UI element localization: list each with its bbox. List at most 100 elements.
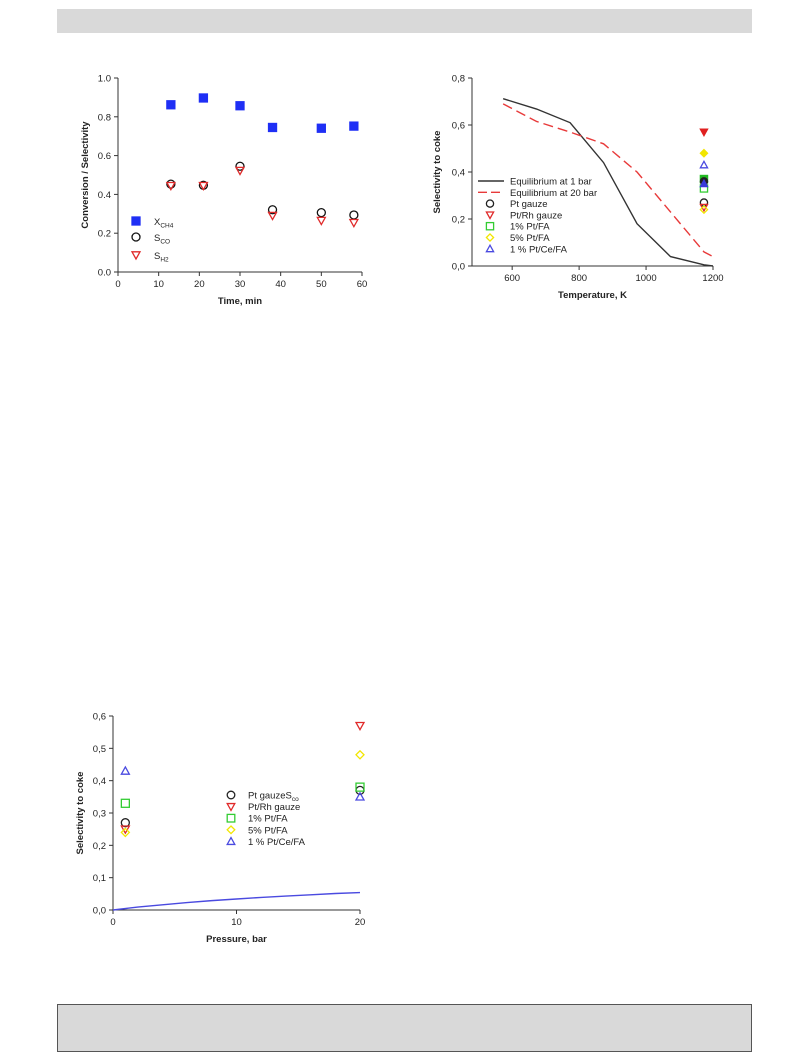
y-tick-label: 0,4: [452, 168, 465, 179]
data-point: [316, 123, 326, 133]
model-curve: [112, 891, 361, 911]
y-tick-label: 0,5: [93, 744, 106, 755]
y-tick-label: 0,6: [452, 121, 465, 132]
y-tick-label: 0.4: [98, 190, 111, 201]
y-tick-label: 0,3: [93, 809, 106, 820]
x-tick-label: 20: [194, 279, 205, 290]
chart-1: 0 10 20 30 40 50 60 0.0 0.2 0.4 0.6 0.8 1.0 Time, min…: [80, 74, 367, 308]
legend-marker: [226, 825, 236, 835]
data-point: [699, 148, 709, 158]
legend-label: SH2: [154, 251, 169, 264]
x-axis-title: Pressure, bar: [206, 934, 267, 945]
data-point: [316, 207, 326, 218]
y-tick-label: 0.2: [98, 229, 111, 240]
legend-label: 1 % Pt/Ce/FA: [510, 244, 568, 255]
x-axis-title: Time, min: [218, 296, 262, 307]
y-axis-title: Conversion / Selectivity: [80, 121, 91, 229]
legend-label: Equilibrium at 20 bar: [510, 188, 597, 199]
data-point: [349, 121, 359, 131]
y-axis-title: Selectivity to coke: [75, 772, 86, 855]
y-axis-title: Selectivity to coke: [432, 131, 443, 214]
legend-marker: [485, 243, 495, 253]
legend-label-subscript: co: [292, 796, 299, 803]
legend-label-subscript: CH4: [160, 223, 173, 230]
data-point: [354, 721, 366, 732]
x-tick-label: 10: [231, 917, 242, 928]
legend-marker: [485, 221, 495, 231]
legend-label: 1% Pt/FA: [248, 814, 288, 825]
y-tick-label: 0.8: [98, 112, 111, 123]
data-point: [120, 818, 130, 828]
data-point: [267, 205, 278, 215]
data-point: [348, 218, 359, 229]
legend-marker: [226, 802, 236, 812]
legend-marker: [226, 836, 236, 846]
x-tick-label: 60: [357, 279, 368, 290]
legend-label: Equilibrium at 1 bar: [510, 177, 592, 188]
x-tick-label: 0: [115, 279, 120, 290]
x-axis-title: Temperature, K: [558, 290, 627, 301]
legend-marker: [485, 199, 495, 208]
data-point: [120, 798, 130, 808]
y-tick-label: 0,1: [93, 873, 106, 884]
y-tick-label: 0,2: [452, 215, 465, 226]
legend-label: 5% Pt/FA: [510, 233, 550, 244]
legend-marker: [485, 232, 495, 243]
x-tick-label: 0: [110, 917, 115, 928]
data-point: [120, 765, 131, 775]
y-tick-label: 0,4: [93, 776, 106, 787]
data-point: [355, 782, 365, 792]
x-tick-label: 600: [504, 273, 520, 284]
data-point: [198, 93, 209, 103]
series-line: [502, 103, 714, 258]
x-tick-label: 30: [235, 279, 246, 290]
legend-marker: [485, 211, 495, 220]
legend-label-suffix: S: [286, 791, 292, 802]
x-tick-label: 1200: [702, 273, 723, 284]
data-point: [234, 166, 246, 176]
y-tick-label: 0,0: [93, 906, 106, 917]
legend-marker: [131, 216, 141, 226]
y-tick-label: 1.0: [98, 74, 111, 85]
data-point: [267, 122, 278, 133]
legend-label: 1 % Pt/Ce/FA: [248, 837, 306, 848]
legend-label-subscript: H2: [160, 257, 169, 264]
legend-label: SCO: [154, 233, 170, 246]
legend-label: 1% Pt/FA: [510, 222, 550, 233]
y-tick-label: 0,6: [93, 712, 106, 723]
legend-label: Pt gauzeSco: [248, 791, 299, 804]
data-point: [355, 749, 365, 760]
legend-marker: [226, 813, 236, 823]
x-tick-label: 20: [355, 917, 366, 928]
legend-marker: [131, 232, 141, 242]
x-tick-label: 40: [275, 279, 286, 290]
header-band: [57, 9, 752, 33]
y-tick-label: 0,2: [93, 841, 106, 852]
x-tick-label: 800: [571, 273, 587, 284]
legend-label: Pt gauze: [510, 199, 548, 210]
legend-marker: [226, 790, 236, 800]
y-tick-label: 0.6: [98, 151, 111, 162]
data-point: [198, 181, 209, 192]
x-tick-label: 10: [153, 279, 164, 290]
data-point: [354, 791, 366, 801]
series-line: [502, 98, 714, 267]
data-point: [316, 216, 327, 226]
y-tick-label: 0,8: [452, 74, 465, 85]
data-point: [166, 179, 176, 189]
legend-label-subscript: CO: [160, 239, 170, 246]
chart-2: 600 800 1000 1200 0,0 0,2 0,4 0,6 0,8 Temperature…: [432, 74, 724, 302]
legend-label: Pt/Rh gauze: [510, 210, 562, 221]
legend-label: 5% Pt/FA: [248, 825, 288, 836]
data-point: [699, 160, 709, 169]
data-point: [699, 205, 709, 215]
legend-label: XCH4: [154, 217, 174, 230]
data-point: [349, 210, 359, 220]
chart-3: 0 10 20 0,0 0,1 0,2 0,3 0,4 0,5 0,6 Pressure, bar S…: [75, 712, 365, 946]
data-point: [166, 100, 176, 110]
data-point: [235, 161, 245, 171]
data-point: [235, 101, 245, 111]
data-point: [165, 181, 176, 192]
legend-label: Pt/Rh gauze: [248, 802, 300, 813]
legend-marker: [130, 251, 142, 261]
